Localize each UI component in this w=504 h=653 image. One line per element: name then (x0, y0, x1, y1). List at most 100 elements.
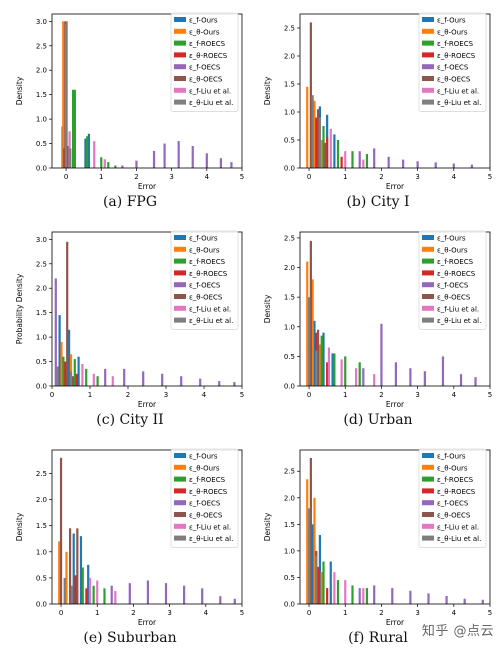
legend-swatch (174, 500, 186, 506)
bar (92, 585, 95, 604)
legend-label: ε_f-Ours (437, 17, 466, 25)
plot-frame (51, 13, 243, 169)
bar (452, 163, 455, 168)
bar (373, 374, 376, 386)
legend-swatch (174, 282, 186, 288)
bar (333, 134, 336, 168)
bar (322, 126, 325, 168)
y-tick-label: 0.5 (284, 574, 295, 582)
bar (69, 354, 73, 386)
legend-label: ε_θ-ROECS (437, 52, 476, 60)
legend-swatch (174, 87, 186, 93)
legend-label: ε_f-ROECS (189, 40, 226, 48)
bar (110, 585, 113, 604)
bar (423, 371, 426, 386)
y-tick-label: 0.5 (284, 137, 295, 145)
bar (344, 151, 347, 168)
x-axis-label: Error (386, 618, 405, 627)
legend-swatch (174, 246, 186, 252)
y-tick-label: 1.0 (284, 547, 295, 555)
chart-svg: 0.0 0.5 1.0 1.5 2.0 2.5 3.0 0 1 2 3 4 5 Error Probabil… (15, 230, 244, 409)
bar (309, 240, 312, 386)
x-tick-label: 0 (307, 609, 311, 617)
x-tick-label: 2 (131, 609, 135, 617)
bar (340, 359, 343, 386)
y-tick-label: 3.0 (36, 18, 47, 26)
bar (205, 153, 208, 168)
bar (318, 534, 321, 604)
x-tick-label: 2 (134, 173, 138, 181)
bar (318, 344, 321, 386)
legend-swatch (422, 535, 434, 541)
x-axis-label: Error (138, 618, 157, 627)
plot-frame (51, 449, 243, 605)
bar (326, 362, 329, 386)
legend-swatch (422, 52, 434, 58)
bar (92, 373, 95, 386)
legend-swatch (174, 76, 186, 81)
legend-label: ε_f-ROECS (437, 40, 474, 48)
legend-label: ε_f-OECS (189, 500, 221, 508)
bar (326, 137, 329, 168)
legend-swatch (422, 488, 434, 494)
bar (362, 588, 365, 604)
bar (470, 164, 473, 168)
bar (394, 362, 397, 386)
legend-label: ε_f-OECS (437, 64, 469, 72)
legend-swatch (422, 282, 434, 288)
bar (177, 141, 180, 168)
bar (351, 151, 354, 168)
legend-label: ε_θ-Ours (189, 28, 220, 36)
y-tick-label: 0.0 (36, 601, 47, 609)
legend-swatch (174, 64, 186, 70)
legend-swatch (422, 500, 434, 506)
legend-label: ε_f-ROECS (189, 476, 226, 484)
bar (146, 580, 149, 604)
legend-swatch (422, 453, 434, 458)
legend-swatch (174, 488, 186, 494)
legend-label: ε_f-Liu et al. (437, 87, 479, 95)
bar (88, 577, 92, 604)
bar (481, 599, 484, 604)
x-tick-label: 5 (488, 173, 492, 181)
y-tick-label: 1.5 (284, 521, 295, 529)
x-tick-label: 2 (379, 609, 383, 617)
bar (320, 140, 323, 168)
bar (311, 524, 314, 604)
bar (56, 366, 59, 386)
bar (69, 371, 73, 386)
bar (373, 585, 376, 604)
bar (307, 297, 311, 386)
bar (81, 567, 84, 604)
x-tick-label: 2 (379, 173, 383, 181)
y-tick-label: 2.0 (36, 496, 47, 504)
y-tick-label: 1.0 (36, 116, 47, 124)
y-tick-label: 1.5 (36, 522, 47, 530)
bar (59, 457, 63, 604)
legend-swatch (422, 305, 434, 311)
legend-label: ε_θ-OECS (189, 512, 223, 520)
legend-label: ε_f-Liu et al. (437, 305, 479, 313)
y-tick-label: 3.0 (36, 236, 47, 244)
legend-label: ε_θ-ROECS (437, 488, 476, 496)
y-tick-label: 2.5 (36, 470, 47, 478)
bar (317, 329, 320, 386)
bar (362, 368, 365, 386)
bar (322, 561, 325, 604)
y-tick-label: 1.5 (284, 81, 295, 89)
legend-swatch (422, 40, 434, 46)
y-tick-label: 1.0 (284, 323, 295, 331)
y-tick-label: 0.0 (284, 165, 295, 173)
x-tick-label: 1 (95, 609, 99, 617)
legend-label: ε_θ-Liu et al. (189, 317, 233, 325)
x-tick-label: 0 (50, 391, 54, 399)
bar (75, 373, 78, 386)
y-tick-label: 1.0 (284, 109, 295, 117)
chart-svg: 0.0 0.5 1.0 1.5 2.0 2.5 0 1 2 3 4 5 Error Density ε_f-… (263, 12, 492, 191)
bar (327, 347, 331, 386)
y-tick-label: 2.5 (284, 234, 295, 242)
plot-frame (299, 13, 491, 169)
legend-swatch (174, 270, 186, 276)
chart-panel: 0.0 0.5 1.0 1.5 2.0 2.5 3.0 0 1 2 3 4 5 Error Probabil… (10, 222, 250, 430)
